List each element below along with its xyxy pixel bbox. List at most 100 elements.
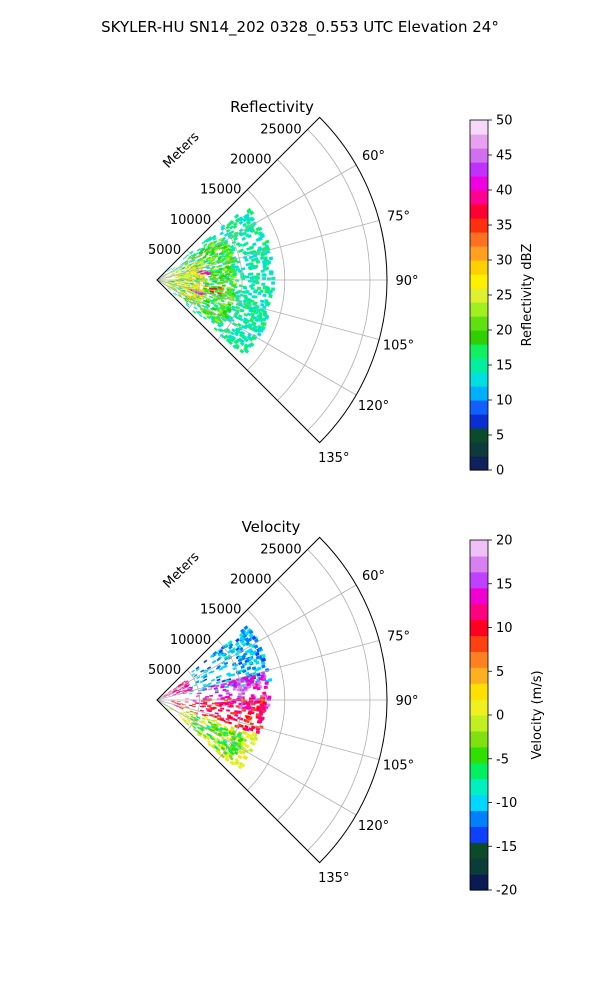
echo-cell: [203, 703, 208, 705]
echo-cell: [261, 325, 266, 331]
echo-cell: [208, 312, 213, 317]
echo-cell: [218, 246, 223, 250]
radial-tick-label: 5000: [148, 243, 181, 258]
echo-cell: [207, 682, 212, 685]
echo-cell: [217, 740, 222, 745]
echo-cell: [198, 258, 203, 262]
polar-frame: [156, 116, 388, 444]
echo-cell: [213, 301, 218, 305]
echo-cell: [168, 273, 173, 276]
echo-cell: [202, 300, 207, 303]
echo-cell: [168, 287, 172, 291]
echo-cell: [229, 756, 234, 761]
echo-cell: [229, 220, 235, 225]
echo-cell: [171, 270, 176, 273]
echo-cell: [219, 290, 224, 293]
echo-cell: [223, 309, 228, 314]
echo-cell: [252, 658, 258, 663]
echo-cell: [188, 289, 192, 292]
echo-cell: [215, 704, 220, 707]
echo-cell: [217, 255, 223, 259]
echo-cell: [203, 675, 208, 679]
echo-cell: [229, 682, 234, 686]
echo-cell: [193, 256, 198, 260]
angle-tick-label: 120°: [358, 399, 389, 414]
echo-cell: [213, 687, 218, 690]
echo-cell: [209, 706, 214, 709]
colorbar-step: [470, 619, 488, 637]
echo-cell: [194, 270, 199, 273]
echo-cell: [168, 692, 172, 695]
colorbar-tick-label: 10: [496, 621, 513, 636]
echo-cell: [267, 695, 272, 699]
echo-cell: [187, 299, 192, 303]
echo-cell: [162, 695, 167, 698]
echo-cell: [202, 316, 207, 320]
echo-cell: [218, 237, 223, 242]
echo-cell: [259, 703, 264, 707]
colorbar-step: [470, 372, 488, 387]
echo-cell: [233, 339, 239, 345]
echo-cell: [264, 681, 269, 685]
echo-cell: [164, 694, 168, 697]
echo-cell: [231, 647, 237, 652]
echo-cell: [231, 240, 237, 245]
echo-cell: [170, 282, 175, 284]
echo-cell: [233, 231, 238, 236]
echo-cell: [253, 295, 258, 299]
echo-cell: [197, 300, 202, 304]
echo-cell: [243, 346, 249, 352]
echo-cell: [187, 268, 191, 271]
echo-cell: [180, 276, 185, 278]
echo-cell: [251, 741, 256, 746]
echo-cell: [211, 702, 216, 705]
echo-cell: [218, 649, 224, 654]
echo-cell: [228, 731, 233, 736]
colorbar-step: [470, 603, 488, 621]
colorbar-step: [470, 260, 488, 275]
echo-cell: [205, 696, 209, 698]
echo-cell: [205, 238, 210, 243]
echo-cell: [217, 292, 222, 295]
echo-cell: [229, 293, 234, 297]
echo-cell: [185, 706, 189, 708]
echo-cell: [178, 683, 182, 687]
echo-cell: [194, 722, 199, 726]
grid-spoke: [156, 279, 357, 396]
echo-cell: [212, 319, 217, 323]
echo-cell: [187, 272, 192, 275]
echo-cell: [230, 277, 234, 280]
echo-cell: [221, 257, 226, 261]
echo-cell: [204, 289, 209, 292]
echo-cell: [178, 287, 183, 289]
echo-cell: [191, 265, 196, 268]
echo-cell: [200, 272, 205, 275]
echo-cell: [251, 643, 256, 649]
echo-cell: [180, 281, 185, 283]
echo-cell: [175, 705, 180, 708]
echo-cell: [183, 718, 188, 722]
echo-cell: [205, 251, 210, 255]
echo-cell: [237, 695, 242, 698]
echo-cell: [204, 713, 209, 717]
echo-cell: [177, 703, 181, 705]
echo-cell: [189, 270, 194, 273]
echo-cell: [257, 646, 263, 652]
echo-cell: [246, 335, 252, 340]
echo-cell: [241, 656, 246, 661]
echo-cell: [189, 686, 194, 689]
echo-cell: [241, 654, 246, 659]
echo-cell: [178, 288, 182, 291]
echo-cell: [187, 263, 192, 267]
echo-cell: [250, 702, 255, 706]
echo-cell: [177, 270, 182, 273]
echo-cell: [259, 289, 264, 293]
echo-cell: [225, 338, 231, 343]
echo-cell: [213, 248, 218, 252]
echo-cell: [210, 719, 216, 723]
echo-cell: [173, 288, 178, 291]
echo-cell: [214, 724, 219, 728]
echo-cell: [183, 720, 188, 724]
echo-cell: [215, 306, 220, 310]
echo-cell: [177, 287, 182, 290]
